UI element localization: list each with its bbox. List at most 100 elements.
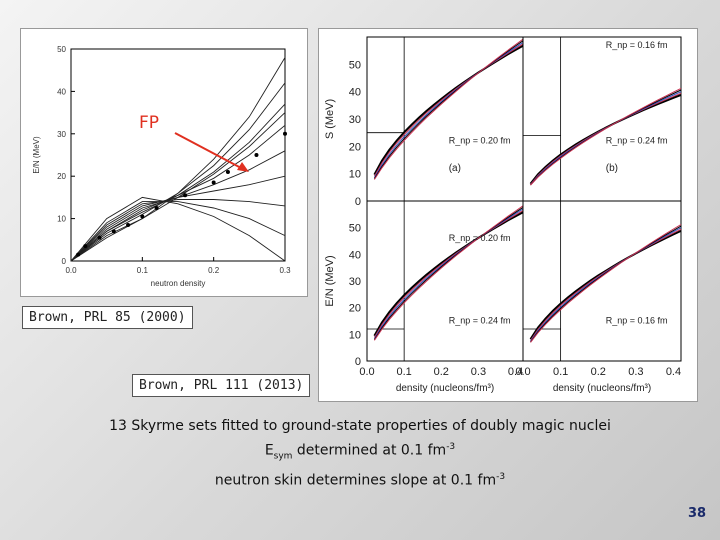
x-tick-label: 0.1 [553, 366, 568, 378]
x-tick-label: 0.4 [508, 366, 523, 378]
rnp-label: R_np = 0.20 fm [449, 136, 511, 146]
x-tick-label: 0.1 [137, 266, 149, 275]
skyrme-curve-10 [70, 112, 286, 262]
skyrme-curve [530, 225, 682, 343]
skyrme-curve-2 [70, 82, 286, 262]
data-point [154, 206, 159, 210]
y-tick-label: 30 [349, 276, 361, 288]
data-point [183, 193, 188, 198]
y-tick-label: 50 [349, 223, 361, 235]
skyrme-curve [373, 205, 524, 341]
page-number: 38 [688, 506, 707, 521]
y-axis-label-bottom: E/N (MeV) [324, 255, 336, 306]
skyrme-curve [373, 38, 524, 180]
skyrme-curve-5 [70, 150, 286, 262]
subplot-frame [366, 36, 524, 202]
x-tick-label: 0.3 [471, 366, 486, 378]
data-point [225, 169, 230, 174]
x-tick-label: 0.2 [591, 366, 606, 378]
rnp-label: R_np = 0.24 fm [449, 316, 511, 326]
panel-tag: (b) [606, 163, 618, 174]
x-tick-label: 0.3 [628, 366, 643, 378]
chart-energy-per-neutron: 0 10 20 30 40 50 0.0 0.1 0.2 0.3 neutron density E/… [32, 45, 291, 288]
x-tick-label: 0.4 [666, 366, 681, 378]
y-tick-label: 10 [349, 169, 361, 181]
summary-text: 13 Skyrme sets fitted to ground-state pr… [40, 416, 680, 492]
skyrme-curve [530, 87, 682, 186]
fp-arrowhead [237, 162, 249, 172]
skyrme-curve-9 [70, 196, 286, 262]
skyrme-curve-6 [70, 175, 286, 262]
rnp-label: R_np = 0.24 fm [606, 136, 668, 146]
y-tick-label: 0 [355, 356, 361, 368]
skyrme-curve [373, 211, 524, 337]
y-tick-label: 20 [349, 303, 361, 315]
skyrme-curve [529, 229, 682, 340]
summary-line-3: neutron skin determines slope at 0.1 fm-… [214, 472, 506, 490]
subplot-frame [522, 36, 682, 202]
y-tick-label: 30 [349, 114, 361, 126]
y-tick-label: 0 [355, 196, 361, 208]
figure-brown-2013: R_np = 0.20 fm (a) 0 10 20 30 40 50 R_np = 0.24 … [318, 28, 698, 402]
rnp-label: R_np = 0.16 fm [606, 40, 668, 50]
skyrme-curve [373, 40, 524, 179]
fp-arrow [174, 132, 244, 170]
subplot-2: R_np = 0.24 fm R_np = 0.16 fm (b) [522, 36, 682, 202]
subplot-frame [522, 200, 682, 362]
skyrme-curve-8 [70, 201, 286, 262]
data-point [211, 180, 216, 185]
rnp-label: R_np = 0.16 fm [606, 316, 668, 326]
y-tick-label: 40 [349, 249, 361, 261]
skyrme-curve [530, 228, 682, 341]
x-tick-label: 0.2 [208, 266, 220, 275]
data-point [283, 131, 287, 136]
y-tick-label: 20 [349, 141, 361, 153]
y-tick-label: 40 [57, 87, 66, 96]
skyrme-curve-7 [70, 199, 286, 262]
skyrme-curve-3 [70, 103, 286, 262]
skyrme-curve [373, 42, 524, 178]
skyrme-curve [373, 208, 524, 339]
y-tick-label: 10 [349, 329, 361, 341]
x-tick-label: 0.3 [279, 266, 291, 275]
y-axis-label: E/N (MeV) [32, 136, 41, 174]
subplot-4: R_np = 0.16 fm 0.0 0.1 0.2 0.3 0.4 density (nu… [515, 200, 682, 394]
y-tick-label: 20 [57, 172, 66, 181]
y-tick-label: 0 [62, 257, 67, 266]
skyrme-curve [530, 224, 682, 343]
data-point [83, 244, 88, 249]
caption-brown-2013: Brown, PRL 111 (2013) [132, 374, 311, 397]
skyrme-curve [373, 210, 524, 338]
y-tick-label: 40 [349, 87, 361, 99]
data-point [140, 214, 145, 219]
y-tick-label: 50 [57, 45, 66, 54]
plot-frame [70, 48, 286, 262]
data-point [254, 153, 259, 157]
y-axis-label-top: S (MeV) [324, 99, 336, 139]
skyrme-curve-4 [70, 124, 286, 262]
fp-annotation: FP [139, 113, 160, 133]
subplot-1: R_np = 0.20 fm (a) 0 10 20 30 40 50 [349, 36, 524, 208]
data-point [111, 229, 116, 234]
x-tick-label: 0.2 [434, 366, 449, 378]
x-tick-label: 0.0 [65, 266, 77, 275]
x-tick-label: 0.0 [359, 366, 374, 378]
panel-tag: (a) [449, 163, 461, 174]
figure-brown-2000: 0 10 20 30 40 50 0.0 0.1 0.2 0.3 neutron density E/… [20, 28, 308, 297]
skyrme-curve [373, 206, 524, 340]
data-point [126, 222, 131, 227]
summary-line-2: Esym determined at 0.1 fm-3 [264, 442, 456, 462]
data-point [76, 252, 81, 257]
subplot-3: R_np = 0.24 fm R_np = 0.20 fm 0 10 20 30 40 50 0… [349, 200, 524, 394]
x-axis-label: density (nucleons/fm³) [396, 383, 494, 394]
rnp-label: R_np = 0.20 fm [449, 233, 511, 243]
x-axis-label: density (nucleons/fm³) [553, 383, 651, 394]
summary-line-1: 13 Skyrme sets fitted to ground-state pr… [109, 418, 611, 434]
skyrme-curve [373, 44, 524, 176]
y-tick-label: 10 [57, 215, 66, 224]
x-tick-label: 0.0 [515, 366, 530, 378]
y-tick-label: 30 [57, 130, 66, 139]
caption-brown-2000: Brown, PRL 85 (2000) [22, 306, 193, 329]
x-axis-label: neutron density [151, 279, 206, 288]
